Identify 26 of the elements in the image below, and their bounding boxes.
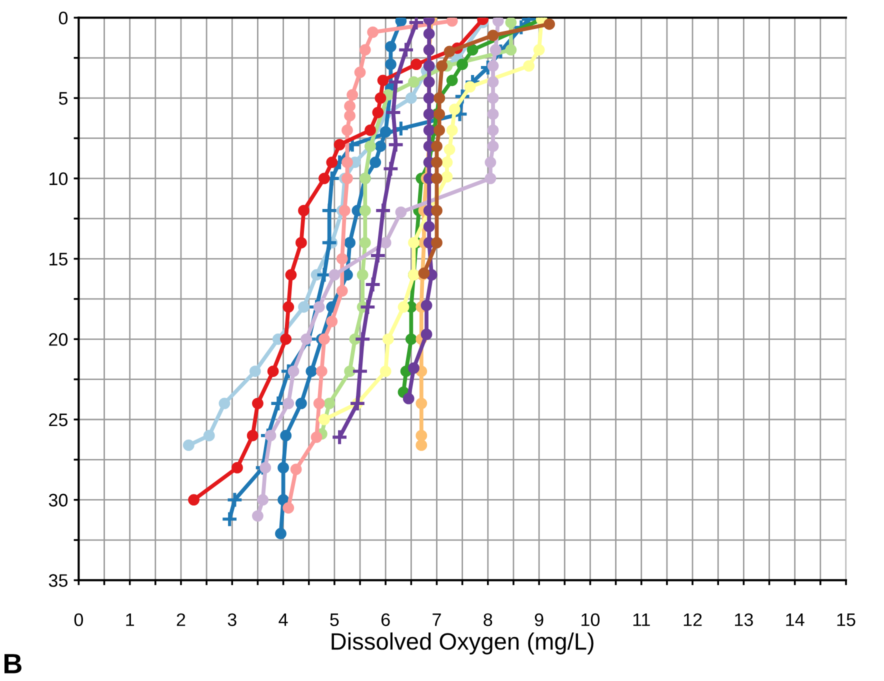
y-tick-label: 35 [48,574,68,587]
x-tick-label: 8 [484,613,492,626]
y-tick-label: 30 [48,494,68,507]
x-tick-label: 2 [176,613,186,626]
x-tick-label: 15 [837,614,856,626]
y-tick-label: 25 [49,413,68,426]
x-tick-label: 10 [582,613,600,626]
x-tick-label: 5 [330,614,339,626]
x-tick-label: 13 [735,613,753,626]
y-tick-label: 0 [58,12,68,24]
x-tick-label: 14 [786,614,804,626]
text: B [4,654,22,674]
x-tick-label: 11 [633,614,650,626]
x-tick-label: 9 [534,613,544,626]
x-tick-label: 0 [74,613,83,626]
x-axis-title: Dissolved Oxygen (mg/L) [332,632,594,654]
x-tick-label: 7 [432,614,441,626]
y-tick-label: 20 [49,333,68,346]
x-tick-label: 12 [684,613,702,626]
x-tick-label: 1 [126,614,134,626]
x-tick-label: 3 [228,613,236,626]
y-tick-label: 15 [50,252,68,266]
x-tick-label: 6 [381,613,390,626]
y-tick-label: 10 [50,172,68,186]
x-tick-label: 4 [278,614,288,626]
y-tick-label: 5 [58,92,68,105]
